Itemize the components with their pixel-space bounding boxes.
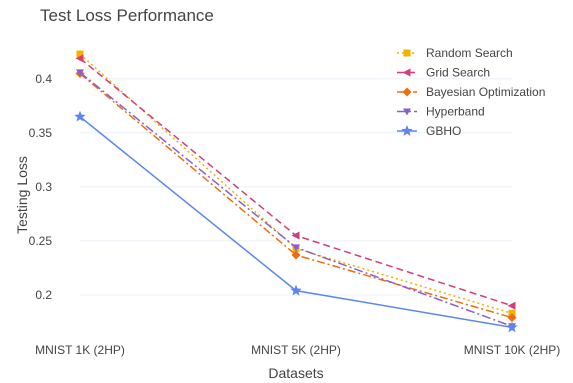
data-point[interactable] <box>507 313 517 323</box>
x-tick-label: MNIST 10K (2HP) <box>464 343 560 357</box>
data-point[interactable] <box>76 69 84 77</box>
series-line[interactable] <box>79 72 513 319</box>
legend-marker-icon[interactable] <box>403 108 411 116</box>
legend-item[interactable]: Hyperband <box>397 105 485 119</box>
data-point[interactable] <box>74 110 86 122</box>
legend-item[interactable]: Random Search <box>397 46 513 60</box>
legend-marker-icon[interactable] <box>402 68 411 77</box>
data-point[interactable] <box>290 284 302 296</box>
legend-item[interactable]: GBHO <box>397 124 461 138</box>
x-tick-label: MNIST 5K (2HP) <box>251 343 341 357</box>
data-point[interactable] <box>507 301 516 310</box>
data-point[interactable] <box>75 54 84 63</box>
legend-item[interactable]: Bayesian Optimization <box>397 85 545 99</box>
legend-marker-icon[interactable] <box>401 125 413 136</box>
series-line[interactable] <box>79 116 513 329</box>
legend-label: Random Search <box>426 46 513 60</box>
legend-label: Bayesian Optimization <box>426 85 545 99</box>
series-grid-search <box>75 54 516 310</box>
legend-item[interactable]: Grid Search <box>397 66 490 80</box>
x-axis-ticks: MNIST 1K (2HP) MNIST 5K (2HP) MNIST 10K (2… <box>35 343 560 357</box>
legend-marker-icon[interactable] <box>402 87 412 97</box>
y-tick-label: 0.25 <box>29 234 53 248</box>
y-axis-title: Testing Loss <box>14 156 30 234</box>
data-point[interactable] <box>291 231 300 240</box>
x-axis-title: Datasets <box>268 365 323 381</box>
data-point[interactable] <box>292 244 300 252</box>
data-point[interactable] <box>76 50 84 58</box>
y-tick-label: 0.3 <box>35 180 52 194</box>
data-point[interactable] <box>506 321 518 333</box>
y-tick-label: 0.2 <box>35 288 52 302</box>
gridlines <box>80 78 512 296</box>
legend-marker-icon[interactable] <box>403 49 411 57</box>
legend-label: GBHO <box>426 124 461 138</box>
y-axis-ticks: 0.2 0.25 0.3 0.35 0.4 <box>29 72 53 302</box>
x-tick-label: MNIST 1K (2HP) <box>35 343 125 357</box>
data-point[interactable] <box>291 250 301 260</box>
legend[interactable]: Random Search Grid Search Bayesian Optimiz… <box>397 46 545 138</box>
series-gbho <box>74 110 518 333</box>
legend-label: Hyperband <box>426 105 485 119</box>
series-lines <box>74 50 518 333</box>
chart-title: Test Loss Performance <box>40 6 214 25</box>
y-tick-label: 0.35 <box>29 126 53 140</box>
y-tick-label: 0.4 <box>35 72 52 86</box>
legend-label: Grid Search <box>426 66 490 80</box>
